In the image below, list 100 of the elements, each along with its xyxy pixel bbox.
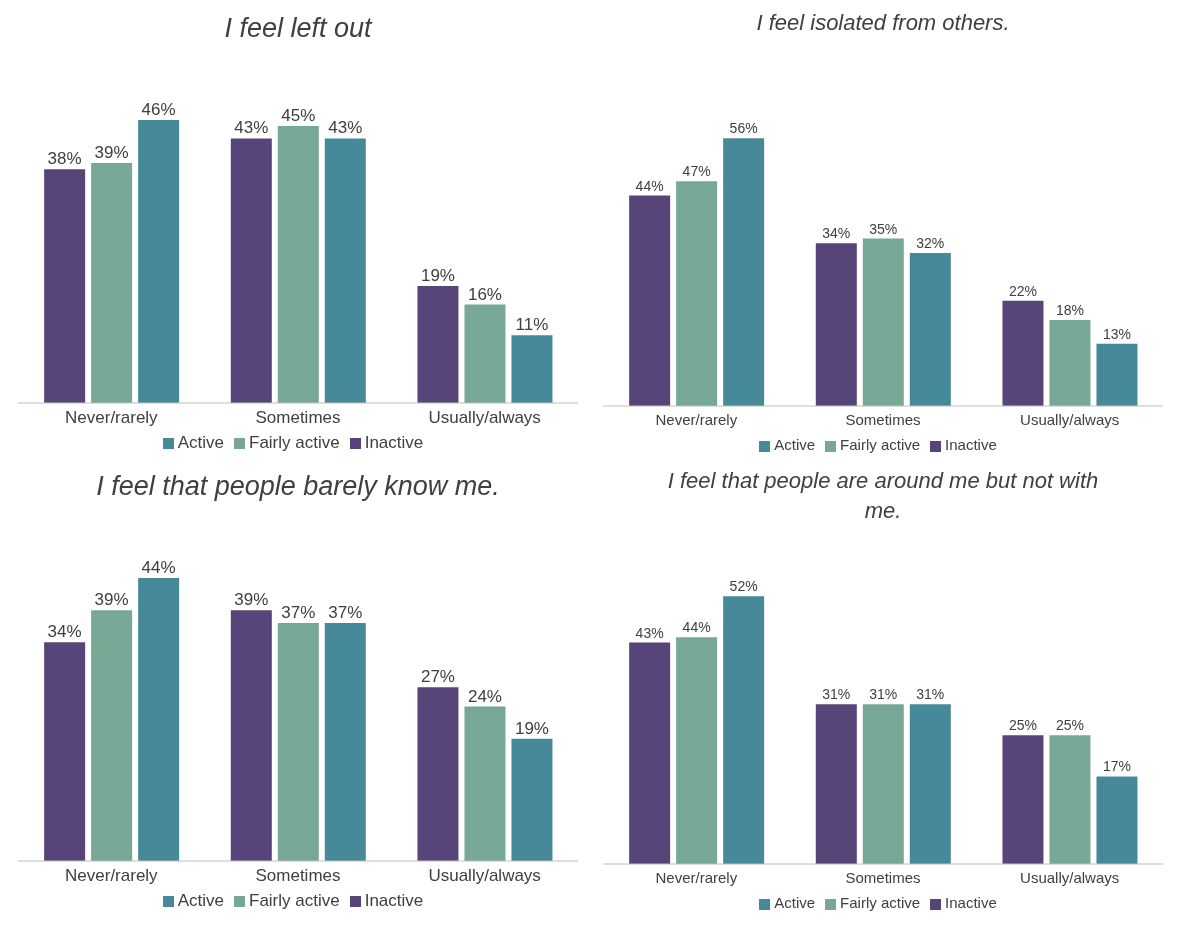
bar	[815, 704, 857, 864]
bar	[91, 610, 133, 861]
bar	[629, 642, 671, 864]
bar	[324, 138, 366, 403]
bar	[464, 304, 506, 403]
bar	[909, 704, 951, 864]
data-label: 22%	[1008, 282, 1037, 299]
data-label: 43%	[328, 118, 363, 138]
x-tick-label: Usually/always	[428, 866, 541, 886]
bar	[723, 138, 765, 406]
bar	[138, 119, 180, 403]
x-tick-label: Never/rarely	[655, 410, 738, 428]
legend-label: Fairly active	[840, 436, 921, 453]
bar	[1049, 319, 1091, 406]
data-label: 39%	[94, 143, 129, 163]
data-label: 25%	[1008, 717, 1037, 734]
chart-title: I feel that people barely know me.	[95, 470, 501, 503]
bar	[511, 738, 553, 861]
x-tick-label: Never/rarely	[65, 408, 159, 428]
data-label: 24%	[467, 686, 502, 706]
data-label: 39%	[234, 590, 269, 610]
data-label: 31%	[916, 686, 945, 703]
legend-label: Inactive	[364, 891, 424, 910]
chart-title: I feel isolated from others.	[755, 9, 1011, 37]
x-tick-label: Sometimes	[845, 410, 921, 428]
legend-label: Inactive	[945, 894, 997, 911]
data-label: 52%	[729, 578, 758, 595]
bar	[1096, 343, 1138, 406]
legend-label: Fairly active	[249, 891, 340, 910]
bar	[91, 163, 133, 403]
data-label: 39%	[94, 590, 129, 610]
x-tick-label: Never/rarely	[65, 866, 159, 886]
bar	[1002, 735, 1044, 864]
bar	[511, 335, 553, 403]
chart-title: I feel that people are around me but not with me.	[666, 467, 1100, 525]
x-tick-label: Usually/always	[428, 408, 541, 428]
data-label: 16%	[467, 284, 502, 304]
data-label: 38%	[47, 149, 82, 169]
legend-label: Inactive	[945, 436, 997, 453]
data-label: 31%	[869, 686, 898, 703]
bar	[464, 706, 506, 861]
legend-label: Active	[774, 436, 816, 453]
data-label: 18%	[1055, 301, 1084, 318]
data-label: 44%	[141, 557, 176, 577]
bar	[1002, 300, 1044, 406]
bar	[417, 687, 459, 861]
bar	[324, 622, 366, 861]
data-label: 43%	[635, 624, 664, 641]
bar	[138, 577, 180, 861]
data-label: 44%	[635, 177, 664, 194]
data-label: 47%	[682, 163, 711, 180]
data-label: 17%	[1102, 758, 1131, 775]
data-label: 37%	[328, 602, 363, 622]
data-label: 31%	[822, 686, 851, 703]
x-tick-label: Sometimes	[255, 408, 341, 428]
data-label: 34%	[47, 622, 82, 642]
data-label: 11%	[515, 315, 549, 335]
bar	[230, 610, 272, 861]
legend-label: Fairly active	[840, 894, 921, 911]
data-label: 19%	[420, 266, 455, 286]
bar	[230, 138, 272, 403]
chart-title: I feel left out	[223, 12, 374, 45]
legend-label: Active	[177, 891, 224, 910]
legend-label: Active	[774, 894, 816, 911]
data-label: 19%	[514, 718, 549, 738]
data-label: 34%	[822, 225, 851, 242]
data-label: 46%	[141, 99, 176, 119]
bar	[909, 252, 951, 406]
data-label: 13%	[1102, 325, 1131, 342]
bar	[277, 126, 319, 403]
data-label: 56%	[729, 120, 758, 137]
legend-label: Fairly active	[249, 433, 340, 452]
data-label: 43%	[234, 118, 269, 138]
data-label: 37%	[281, 602, 316, 622]
bar	[44, 642, 86, 861]
bar	[723, 596, 765, 864]
x-tick-label: Sometimes	[845, 868, 921, 886]
bar	[862, 238, 904, 406]
data-label: 45%	[281, 106, 316, 126]
legend-label: Inactive	[364, 433, 424, 452]
bar	[676, 637, 718, 864]
bar	[815, 243, 857, 406]
bar	[629, 195, 671, 406]
bar	[676, 181, 718, 406]
x-tick-label: Usually/always	[1020, 410, 1120, 428]
bar	[44, 169, 86, 403]
data-label: 27%	[420, 667, 455, 687]
data-label: 25%	[1055, 717, 1084, 734]
bar	[1049, 735, 1091, 864]
data-label: 35%	[869, 220, 898, 237]
bar	[862, 704, 904, 864]
bar	[277, 622, 319, 861]
data-label: 32%	[916, 234, 945, 251]
x-tick-label: Sometimes	[255, 866, 341, 886]
x-tick-label: Never/rarely	[655, 868, 738, 886]
x-tick-label: Usually/always	[1020, 868, 1120, 886]
data-label: 44%	[682, 619, 711, 636]
legend-label: Active	[177, 433, 224, 452]
bar	[1096, 776, 1138, 864]
bar	[417, 286, 459, 403]
